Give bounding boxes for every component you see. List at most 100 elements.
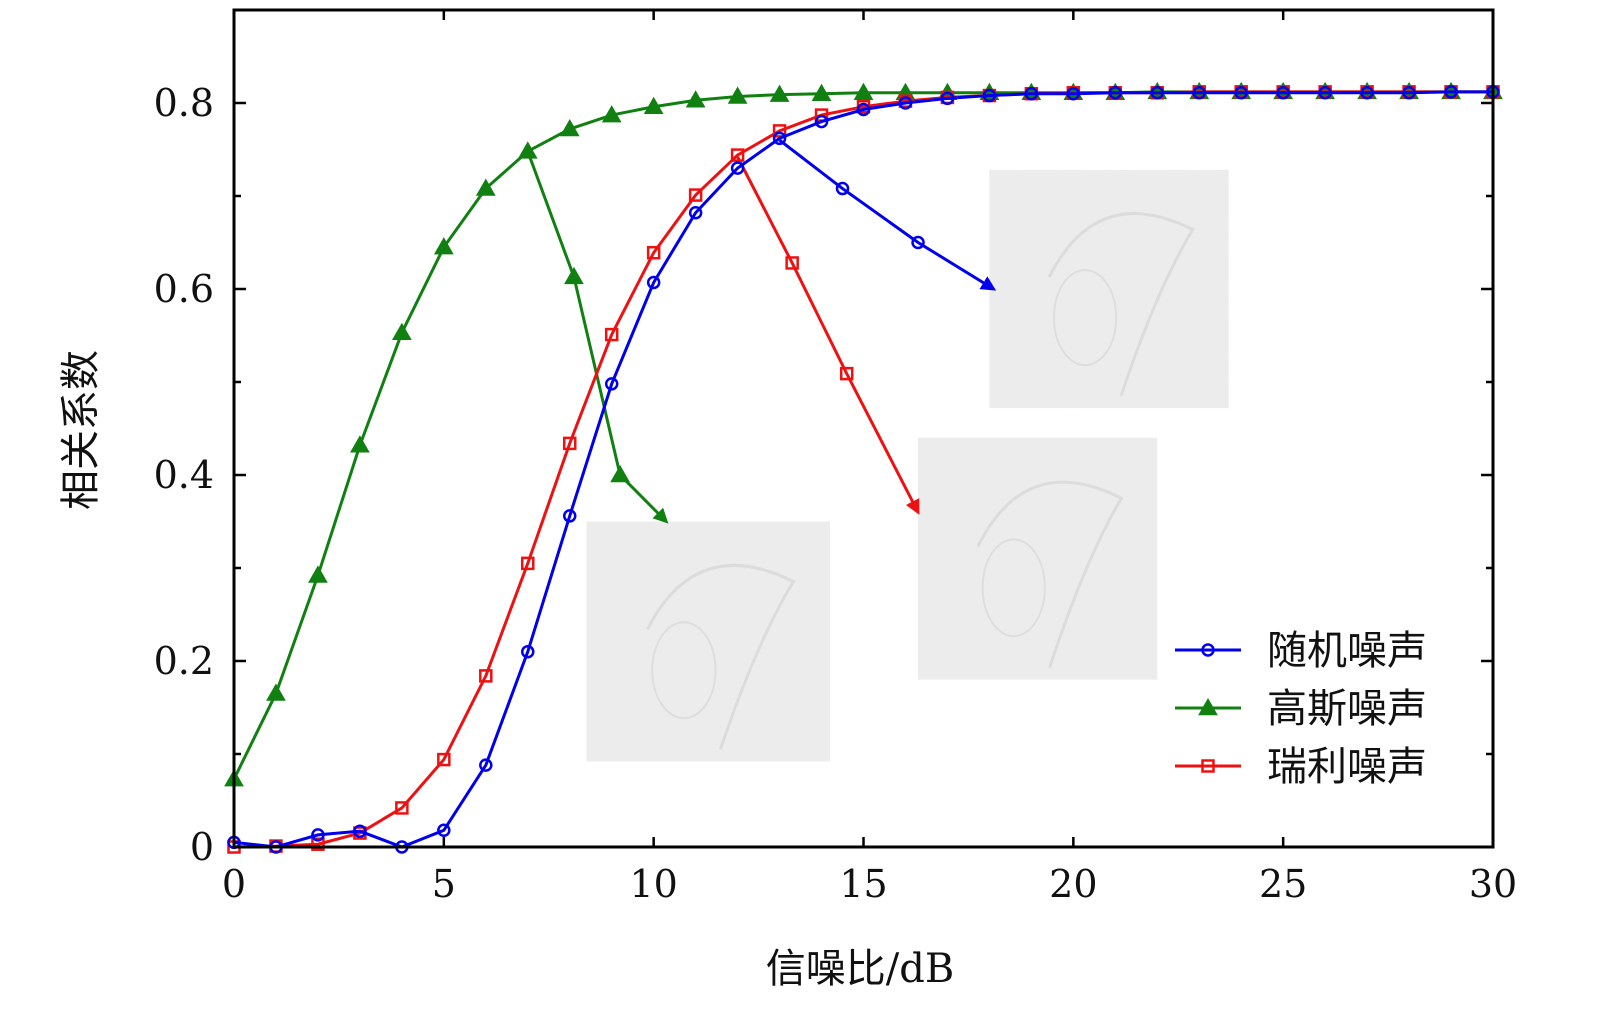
legend-entry-3: 瑞利噪声 bbox=[1175, 744, 1427, 790]
annotation-marker bbox=[835, 181, 850, 196]
series-3 bbox=[227, 85, 1500, 854]
data-point bbox=[311, 828, 325, 842]
series-line-1 bbox=[233, 90, 1493, 849]
data-point bbox=[814, 114, 829, 129]
x-tick-label: 10 bbox=[629, 862, 677, 906]
annotation-marker bbox=[785, 256, 799, 270]
x-tick-label: 20 bbox=[1049, 862, 1097, 906]
data-point bbox=[604, 327, 619, 342]
y-tick-label: 0 bbox=[190, 825, 214, 869]
data-point bbox=[1444, 85, 1458, 99]
data-point bbox=[1276, 86, 1290, 100]
series-2 bbox=[224, 81, 1503, 787]
data-point bbox=[1402, 86, 1416, 100]
y-axis-title: 相关系数 bbox=[58, 350, 104, 510]
y-tick-labels: 0 0.2 0.4 0.6 0.8 bbox=[154, 81, 214, 869]
series-1 bbox=[227, 85, 1500, 854]
annotation-marker bbox=[564, 266, 584, 285]
annotation-arrow-3 bbox=[736, 156, 920, 515]
x-axis-title: 信噪比/dB bbox=[766, 946, 954, 992]
x-tick-label: 30 bbox=[1469, 862, 1517, 906]
data-point bbox=[940, 91, 955, 106]
annotation-marker bbox=[839, 366, 854, 381]
recovered-image-rayleigh bbox=[918, 437, 1158, 680]
legend-entry-2: 高斯噪声 bbox=[1175, 686, 1427, 732]
y-tick-label: 0.8 bbox=[154, 81, 214, 125]
data-point bbox=[982, 88, 997, 103]
data-point bbox=[350, 435, 370, 453]
legend-marker bbox=[1201, 643, 1215, 657]
x-tick-label: 0 bbox=[222, 862, 246, 906]
legend-marker bbox=[1201, 759, 1215, 773]
data-point bbox=[1192, 86, 1206, 100]
recovered-image-random bbox=[989, 169, 1229, 409]
data-point bbox=[1234, 86, 1248, 100]
data-point bbox=[266, 683, 286, 701]
data-point bbox=[772, 131, 787, 146]
inset-images bbox=[586, 169, 1229, 762]
data-point bbox=[688, 188, 703, 202]
data-point bbox=[604, 377, 619, 391]
data-point bbox=[856, 102, 871, 117]
data-point bbox=[1024, 86, 1039, 101]
data-point bbox=[562, 509, 577, 523]
data-point bbox=[395, 801, 409, 815]
data-point bbox=[521, 556, 535, 571]
data-point bbox=[685, 90, 706, 108]
x-tick-label: 25 bbox=[1259, 862, 1307, 906]
data-point bbox=[392, 322, 412, 340]
x-tick-label: 15 bbox=[839, 862, 887, 906]
data-point bbox=[769, 84, 790, 102]
series-line-2 bbox=[232, 90, 1493, 780]
annotation-arrow-2 bbox=[526, 150, 669, 524]
recovered-image-gaussian bbox=[586, 521, 830, 762]
legend-label: 高斯噪声 bbox=[1267, 686, 1427, 732]
data-point bbox=[479, 758, 493, 772]
legend-entry-1: 随机噪声 bbox=[1175, 628, 1427, 674]
data-point bbox=[898, 96, 913, 110]
data-point bbox=[475, 178, 496, 196]
data-point bbox=[433, 237, 454, 255]
data-point bbox=[727, 86, 748, 104]
data-point bbox=[559, 119, 580, 137]
legend-label: 随机噪声 bbox=[1267, 628, 1427, 674]
data-point bbox=[1150, 86, 1165, 100]
data-point bbox=[853, 82, 874, 101]
legend-marker bbox=[1198, 697, 1218, 716]
data-point bbox=[1108, 86, 1123, 100]
annotation-arrows bbox=[526, 139, 997, 524]
data-point bbox=[437, 752, 451, 767]
y-tick-label: 0.6 bbox=[154, 267, 214, 311]
annotation-marker bbox=[911, 235, 925, 250]
data-point bbox=[811, 83, 832, 101]
y-tick-label: 0.4 bbox=[154, 453, 214, 497]
data-point bbox=[688, 205, 703, 220]
data-point bbox=[311, 837, 325, 851]
series-layer bbox=[224, 81, 1503, 854]
data-point bbox=[521, 644, 535, 659]
x-tick-labels: 0 5 10 15 20 25 30 bbox=[222, 862, 1517, 906]
data-point bbox=[643, 96, 664, 114]
data-point bbox=[1318, 86, 1332, 100]
data-point bbox=[353, 824, 367, 838]
legend-label: 瑞利噪声 bbox=[1267, 744, 1427, 790]
data-point bbox=[601, 105, 622, 123]
annotation-marker bbox=[610, 464, 630, 483]
x-tick-label: 5 bbox=[432, 862, 456, 906]
data-point bbox=[646, 245, 661, 260]
y-tick-label: 0.2 bbox=[154, 639, 214, 683]
data-point bbox=[730, 148, 745, 162]
data-point bbox=[517, 141, 538, 159]
annotation-arrow-1 bbox=[778, 139, 997, 291]
data-point bbox=[730, 161, 745, 175]
data-point bbox=[772, 124, 787, 138]
data-point bbox=[562, 436, 577, 451]
data-point bbox=[1360, 86, 1374, 100]
data-point bbox=[308, 565, 328, 583]
data-point bbox=[437, 823, 451, 838]
data-point bbox=[646, 275, 661, 290]
data-point bbox=[1066, 86, 1081, 101]
data-point bbox=[479, 669, 493, 683]
